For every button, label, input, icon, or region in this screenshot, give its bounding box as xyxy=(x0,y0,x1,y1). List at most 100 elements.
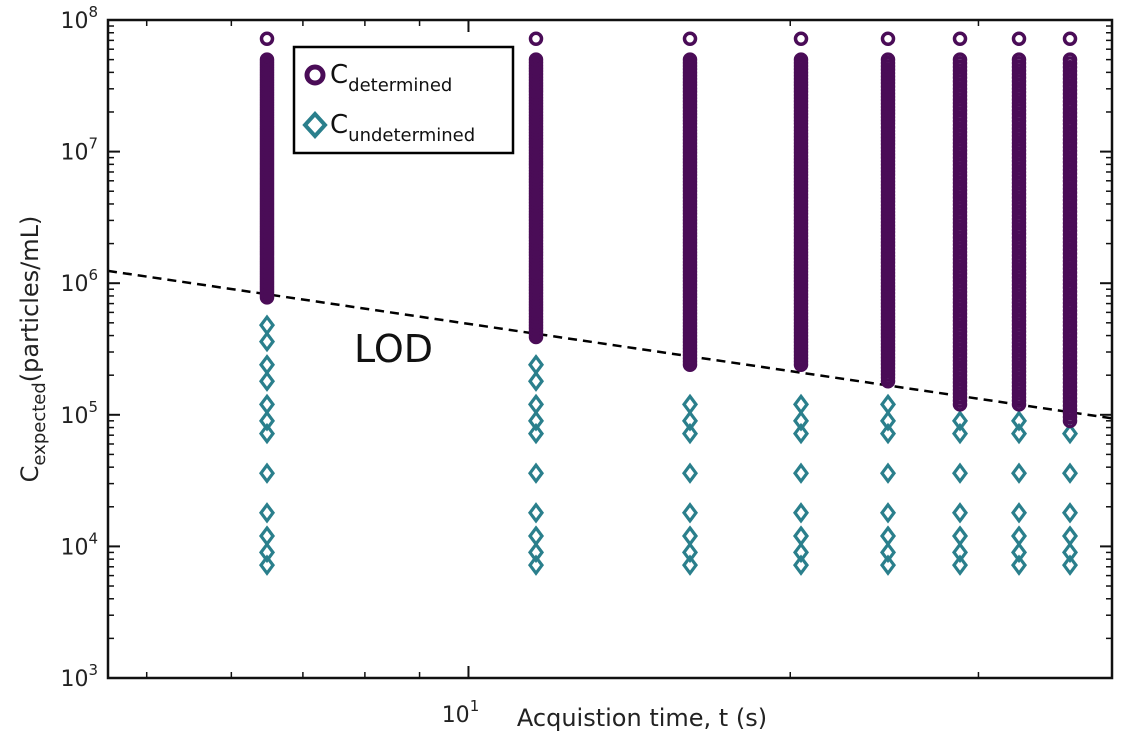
undetermined-point xyxy=(528,354,544,376)
y-axis-title: Cexpected(particles/mL) xyxy=(16,216,50,483)
x-tick-base: 10 xyxy=(442,703,470,728)
undetermined-point xyxy=(528,422,544,445)
y-tick-exp: 5 xyxy=(88,398,98,416)
undetermined-point xyxy=(528,525,544,547)
undetermined-point xyxy=(682,554,698,576)
undetermined-point xyxy=(1062,541,1078,564)
y-tick-base: 10 xyxy=(60,404,88,429)
undetermined-point xyxy=(1062,502,1078,524)
data-points xyxy=(259,31,1078,576)
determined-point xyxy=(259,52,275,67)
undetermined-point xyxy=(952,410,968,432)
undetermined-point xyxy=(952,462,968,484)
legend-box xyxy=(292,45,515,155)
determined-point xyxy=(1062,31,1078,47)
determined-point xyxy=(1011,31,1027,47)
y-tick-base: 10 xyxy=(60,535,88,560)
undetermined-point xyxy=(1011,462,1027,484)
undetermined-point xyxy=(682,525,698,547)
determined-point xyxy=(793,31,809,47)
undetermined-point xyxy=(793,462,809,484)
undetermined-point xyxy=(259,502,275,524)
y-axis-title-sub: expected xyxy=(29,382,50,465)
y-tick-exp: 3 xyxy=(88,661,98,679)
undetermined-point xyxy=(793,410,809,432)
undetermined-point xyxy=(259,541,275,564)
legend-marker-determined xyxy=(304,64,326,86)
undetermined-point xyxy=(259,554,275,576)
lod-line-layer xyxy=(107,269,1113,420)
undetermined-point xyxy=(952,525,968,547)
undetermined-point xyxy=(682,410,698,432)
y-tick-base: 10 xyxy=(60,667,88,692)
undetermined-point xyxy=(259,330,275,353)
undetermined-point xyxy=(880,462,896,484)
undetermined-point xyxy=(682,393,698,416)
y-tick-exp: 6 xyxy=(88,266,98,284)
y-tick-exp: 7 xyxy=(88,135,98,153)
undetermined-point xyxy=(952,422,968,445)
y-tick-label: 107 xyxy=(60,135,98,166)
undetermined-point xyxy=(1011,502,1027,524)
undetermined-point xyxy=(793,502,809,524)
undetermined-point xyxy=(952,554,968,576)
legend-label-determined: Cdetermined xyxy=(330,60,452,96)
legend-label-undetermined: Cundetermined xyxy=(330,110,475,146)
undetermined-point xyxy=(952,502,968,524)
undetermined-point xyxy=(259,410,275,432)
determined-point xyxy=(793,52,809,67)
y-tick-label: 106 xyxy=(60,266,98,297)
undetermined-point xyxy=(1062,422,1078,445)
undetermined-point xyxy=(880,502,896,524)
y-tick-exp: 4 xyxy=(88,529,98,547)
determined-point xyxy=(259,31,275,47)
y-axis-title-rest: (particles/mL) xyxy=(16,216,44,383)
undetermined-point xyxy=(880,393,896,416)
undetermined-point xyxy=(1011,554,1027,576)
lod-line xyxy=(107,269,1113,420)
undetermined-point xyxy=(952,541,968,564)
x-axis-title: Acquistion time, t (s) xyxy=(517,704,767,732)
undetermined-point xyxy=(259,525,275,547)
legend-label-determined-main: C xyxy=(330,60,348,90)
undetermined-point xyxy=(1062,462,1078,484)
determined-point xyxy=(880,52,896,67)
undetermined-point xyxy=(880,422,896,445)
undetermined-point xyxy=(682,462,698,484)
undetermined-point xyxy=(1062,525,1078,547)
undetermined-point xyxy=(528,393,544,416)
legend-label-undetermined-main: C xyxy=(330,110,348,140)
legend-label-undetermined-sub: undetermined xyxy=(348,125,475,146)
lod-annotation: LOD xyxy=(354,327,433,371)
x-tick-exp: 1 xyxy=(470,697,480,715)
undetermined-point xyxy=(259,354,275,376)
undetermined-point xyxy=(1011,410,1027,432)
undetermined-point xyxy=(259,422,275,445)
determined-point xyxy=(682,31,698,47)
determined-point xyxy=(1011,52,1027,67)
undetermined-point xyxy=(880,410,896,432)
undetermined-point xyxy=(528,370,544,392)
undetermined-point xyxy=(1011,525,1027,547)
undetermined-point xyxy=(880,554,896,576)
y-tick-label: 105 xyxy=(60,398,98,429)
determined-point xyxy=(682,52,698,67)
undetermined-point xyxy=(528,410,544,432)
undetermined-point xyxy=(682,541,698,564)
undetermined-point xyxy=(259,393,275,416)
determined-point xyxy=(528,52,544,67)
undetermined-point xyxy=(1011,422,1027,445)
y-tick-exp: 8 xyxy=(88,3,98,21)
y-tick-base: 10 xyxy=(60,9,88,34)
y-tick-label: 103 xyxy=(60,661,98,692)
undetermined-point xyxy=(528,554,544,576)
undetermined-point xyxy=(880,525,896,547)
undetermined-point xyxy=(259,462,275,484)
y-tick-base: 10 xyxy=(60,141,88,166)
undetermined-point xyxy=(528,462,544,484)
x-tick-label: 101 xyxy=(442,697,480,728)
y-tick-base: 10 xyxy=(60,272,88,297)
undetermined-point xyxy=(682,502,698,524)
undetermined-point xyxy=(1011,541,1027,564)
undetermined-point xyxy=(793,525,809,547)
